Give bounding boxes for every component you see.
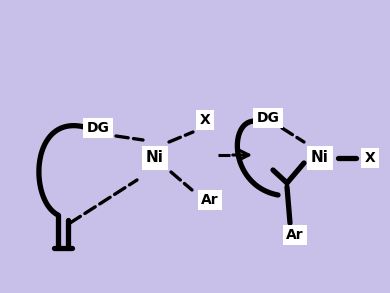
Text: DG: DG — [87, 121, 110, 135]
Text: X: X — [365, 151, 375, 165]
Text: X: X — [200, 113, 210, 127]
Text: Ni: Ni — [146, 151, 164, 166]
Text: Ni: Ni — [311, 151, 329, 166]
Text: Ar: Ar — [286, 228, 304, 242]
Text: DG: DG — [257, 111, 280, 125]
Text: Ar: Ar — [201, 193, 219, 207]
